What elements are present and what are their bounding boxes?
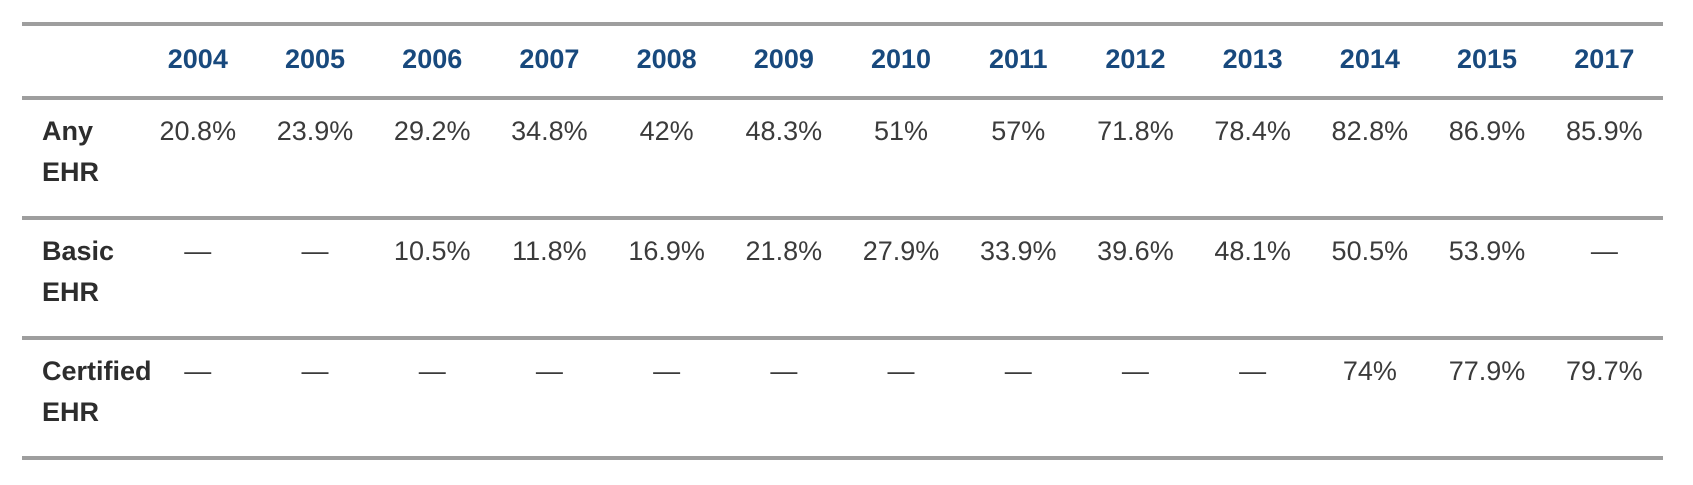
row-label: Any EHR (42, 116, 100, 187)
value-cell: — (770, 356, 798, 387)
value-cell: 48.3% (745, 116, 823, 147)
year-header-2014: 2014 (1339, 44, 1400, 74)
value-cell: — (301, 236, 329, 267)
value-cell: 20.8% (159, 116, 237, 147)
value-cell: 51% (874, 116, 929, 147)
value-cell: 86.9% (1448, 116, 1526, 147)
value-cell: — (301, 356, 329, 387)
year-header-2009: 2009 (753, 44, 814, 74)
year-header-2006: 2006 (402, 44, 463, 74)
value-cell: 27.9% (862, 236, 940, 267)
row-label: Basic EHR (42, 236, 115, 307)
value-cell: 79.7% (1566, 356, 1643, 387)
year-header-2005: 2005 (284, 44, 346, 74)
value-cell: 82.8% (1331, 116, 1409, 147)
value-cell: 50.5% (1331, 236, 1409, 267)
value-cell: — (184, 356, 212, 387)
value-cell: 33.9% (979, 236, 1057, 267)
ehr-adoption-table: 2004 2005 2006 2007 2008 2009 2010 2011 2012 2013… (22, 22, 1663, 461)
value-cell: — (418, 356, 446, 387)
value-cell: 23.9% (276, 116, 354, 147)
value-cell: — (1121, 356, 1149, 387)
year-header-2004: 2004 (167, 44, 228, 74)
year-header-2007: 2007 (519, 44, 580, 74)
table-body: Any EHR 20.8% 23.9% 29.2% 34.8% 42% 48.3% 51% 57… (22, 98, 1663, 458)
year-header-2017: 2017 (1574, 44, 1635, 74)
value-cell: 74% (1342, 356, 1397, 387)
value-cell: — (1590, 236, 1618, 267)
year-header-2013: 2013 (1222, 44, 1283, 74)
corner-cell (22, 24, 139, 98)
table-row: Certified EHR — — — — — — — — — — 74% 77.9% 79.7% (22, 338, 1663, 458)
table-row: Any EHR 20.8% 23.9% 29.2% 34.8% 42% 48.3% 51% 57… (22, 98, 1663, 219)
value-cell: 10.5% (393, 236, 471, 267)
year-header-2008: 2008 (636, 44, 697, 74)
value-cell: — (1239, 356, 1267, 387)
ehr-adoption-table-container: 2004 2005 2006 2007 2008 2009 2010 2011 2012 2013… (22, 22, 1663, 461)
value-cell: 85.9% (1566, 116, 1643, 147)
year-header-2010: 2010 (870, 44, 932, 74)
value-cell: 29.2% (393, 116, 471, 147)
table-row: Basic EHR — — 10.5% 11.8% 16.9% 21.8% 27.9% 33.9… (22, 218, 1663, 339)
value-cell: 71.8% (1097, 116, 1174, 147)
value-cell: 57% (991, 116, 1046, 147)
value-cell: 48.1% (1214, 236, 1291, 267)
value-cell: — (1004, 356, 1032, 387)
value-cell: 77.9% (1448, 356, 1526, 387)
value-cell: 16.9% (628, 236, 705, 267)
year-header-2011: 2011 (988, 44, 1048, 74)
table-header: 2004 2005 2006 2007 2008 2009 2010 2011 2012 2013… (22, 24, 1663, 99)
value-cell: 11.8% (512, 236, 587, 267)
value-cell: — (535, 356, 563, 387)
value-cell: 34.8% (511, 116, 588, 147)
value-cell: 42% (639, 116, 694, 147)
value-cell: — (184, 236, 212, 267)
value-cell: 39.6% (1097, 236, 1174, 267)
year-header-2012: 2012 (1105, 44, 1166, 74)
value-cell: 53.9% (1448, 236, 1526, 267)
value-cell: 78.4% (1214, 116, 1291, 147)
value-cell: 21.8% (745, 236, 823, 267)
row-label: Certified EHR (42, 356, 152, 427)
year-header-row: 2004 2005 2006 2007 2008 2009 2010 2011 2012 2013… (22, 24, 1663, 99)
value-cell: — (887, 356, 915, 387)
value-cell: — (653, 356, 681, 387)
year-header-2015: 2015 (1457, 44, 1518, 74)
